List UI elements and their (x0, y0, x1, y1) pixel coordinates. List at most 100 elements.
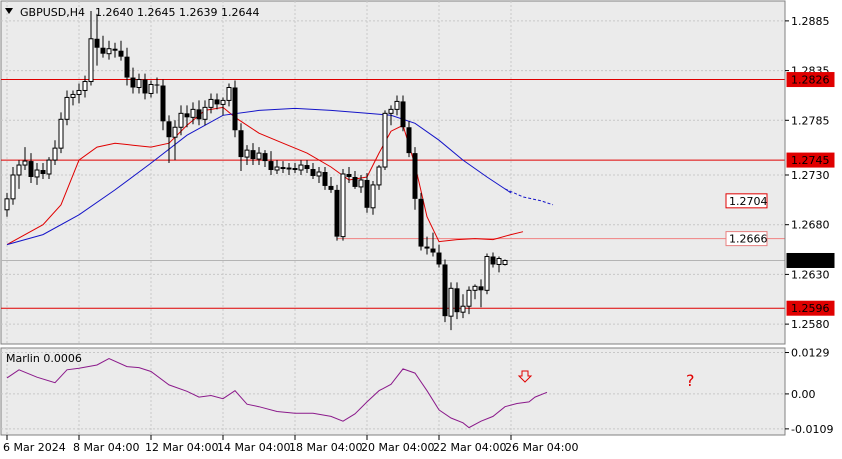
candle-bull (52, 147, 58, 161)
candle-bear (400, 101, 406, 128)
red-moving-average (6, 106, 524, 246)
last-price-label: 1.2644 (791, 254, 830, 267)
candle-bear (424, 246, 430, 249)
level-label: 1.2826 (791, 74, 830, 87)
time-tick-label: 12 Mar 04:00 (145, 441, 218, 454)
candle-bear (154, 84, 160, 86)
indicator-tick-label: 0.00 (791, 388, 816, 401)
candle-bear (196, 109, 202, 120)
candle-bear (268, 161, 274, 171)
candle-bull (370, 184, 376, 209)
candle-bear (262, 153, 268, 162)
moving-averages (6, 106, 554, 246)
candle-bear (280, 167, 286, 170)
candle-bull (316, 171, 322, 177)
candle-bear (352, 176, 358, 187)
horizontal-levels (1, 79, 785, 309)
candlesticks (4, 10, 508, 331)
target-label-box (725, 231, 768, 247)
candle-bull (298, 164, 304, 171)
last-price-label-box (786, 252, 835, 268)
candle-bull (46, 159, 52, 175)
target-label-box (725, 193, 768, 209)
candle-bear (130, 77, 136, 88)
candle-bull (70, 93, 76, 98)
candle-bull (58, 118, 64, 149)
candle-bull (484, 256, 490, 291)
candle-bear (40, 170, 46, 174)
candle-bear (112, 48, 118, 51)
time-tick-label: 6 Mar 2024 (3, 441, 66, 454)
price-tick-label: 1.2680 (791, 219, 830, 232)
candle-bull (388, 108, 394, 114)
candle-bear (214, 99, 220, 105)
down-arrow-icon (517, 370, 533, 383)
candle-bear (166, 121, 172, 138)
candle-bear (322, 172, 328, 186)
candle-bull (376, 166, 382, 186)
ohlc-values: 1.2640 1.2645 1.2639 1.2644 (95, 6, 259, 19)
candle-bear (442, 264, 448, 317)
candle-bull (82, 81, 88, 91)
candle-bear (118, 50, 124, 57)
level-label-box (786, 72, 835, 88)
collapse-triangle-icon[interactable] (5, 8, 13, 14)
candle-bull (208, 98, 214, 108)
candle-bull (202, 106, 208, 120)
time-tick-label: 20 Mar 04:00 (361, 441, 434, 454)
candle-bull (448, 287, 454, 317)
question-mark-annotation: ? (686, 371, 695, 390)
candle-bull (178, 112, 184, 128)
candle-bear (292, 168, 298, 171)
level-label-box (786, 300, 835, 316)
candle-bull (76, 89, 82, 95)
candle-bull (190, 108, 196, 118)
candle-bear (490, 256, 496, 265)
candle-bear (412, 153, 418, 199)
price-tick-label: 1.2630 (791, 268, 830, 281)
time-tick-label: 8 Mar 04:00 (73, 441, 139, 454)
candle-bull (394, 100, 400, 110)
candle-bear (304, 165, 310, 170)
candle-bull (220, 99, 226, 105)
candle-bull (340, 173, 346, 238)
candle-bull (172, 126, 178, 138)
indicator-tick-label: 0.0129 (791, 347, 830, 360)
chart-title: GBPUSD,H4 (20, 6, 85, 19)
candle-bull (472, 285, 478, 291)
candle-bear (406, 127, 412, 154)
price-axis: 1.28851.28351.27851.27301.26801.26301.25… (784, 1, 830, 344)
candle-bull (136, 79, 142, 88)
level-label: 1.2745 (791, 154, 830, 167)
candle-bull (466, 289, 472, 307)
candle-bull (226, 86, 232, 101)
candle-bull (496, 257, 502, 265)
candle-bull (34, 169, 40, 178)
candle-bull (10, 174, 16, 200)
candle-bull (64, 96, 70, 120)
candle-bear (436, 252, 442, 265)
candle-bear (94, 38, 100, 48)
time-tick-label: 22 Mar 04:00 (433, 441, 506, 454)
price-tick-label: 1.2885 (791, 15, 830, 28)
grid-lines (1, 1, 785, 435)
candle-bear (100, 47, 106, 54)
candle-bear (28, 161, 34, 177)
candle-bear (328, 185, 334, 190)
target-label: 1.2704 (729, 195, 768, 208)
candle-bear (478, 286, 484, 291)
time-tick-label: 14 Mar 04:00 (217, 441, 290, 454)
candle-bear (238, 130, 244, 158)
candle-bear (142, 79, 148, 94)
candle-bear (364, 179, 370, 208)
candle-bear (334, 189, 340, 237)
main-plot-background (0, 0, 786, 345)
candle-bear (160, 85, 166, 122)
candle-bear (232, 87, 238, 131)
level-label: 1.2596 (791, 302, 830, 315)
candle-bear (346, 173, 352, 177)
candle-bear (124, 56, 130, 78)
candle-bull (244, 149, 250, 158)
